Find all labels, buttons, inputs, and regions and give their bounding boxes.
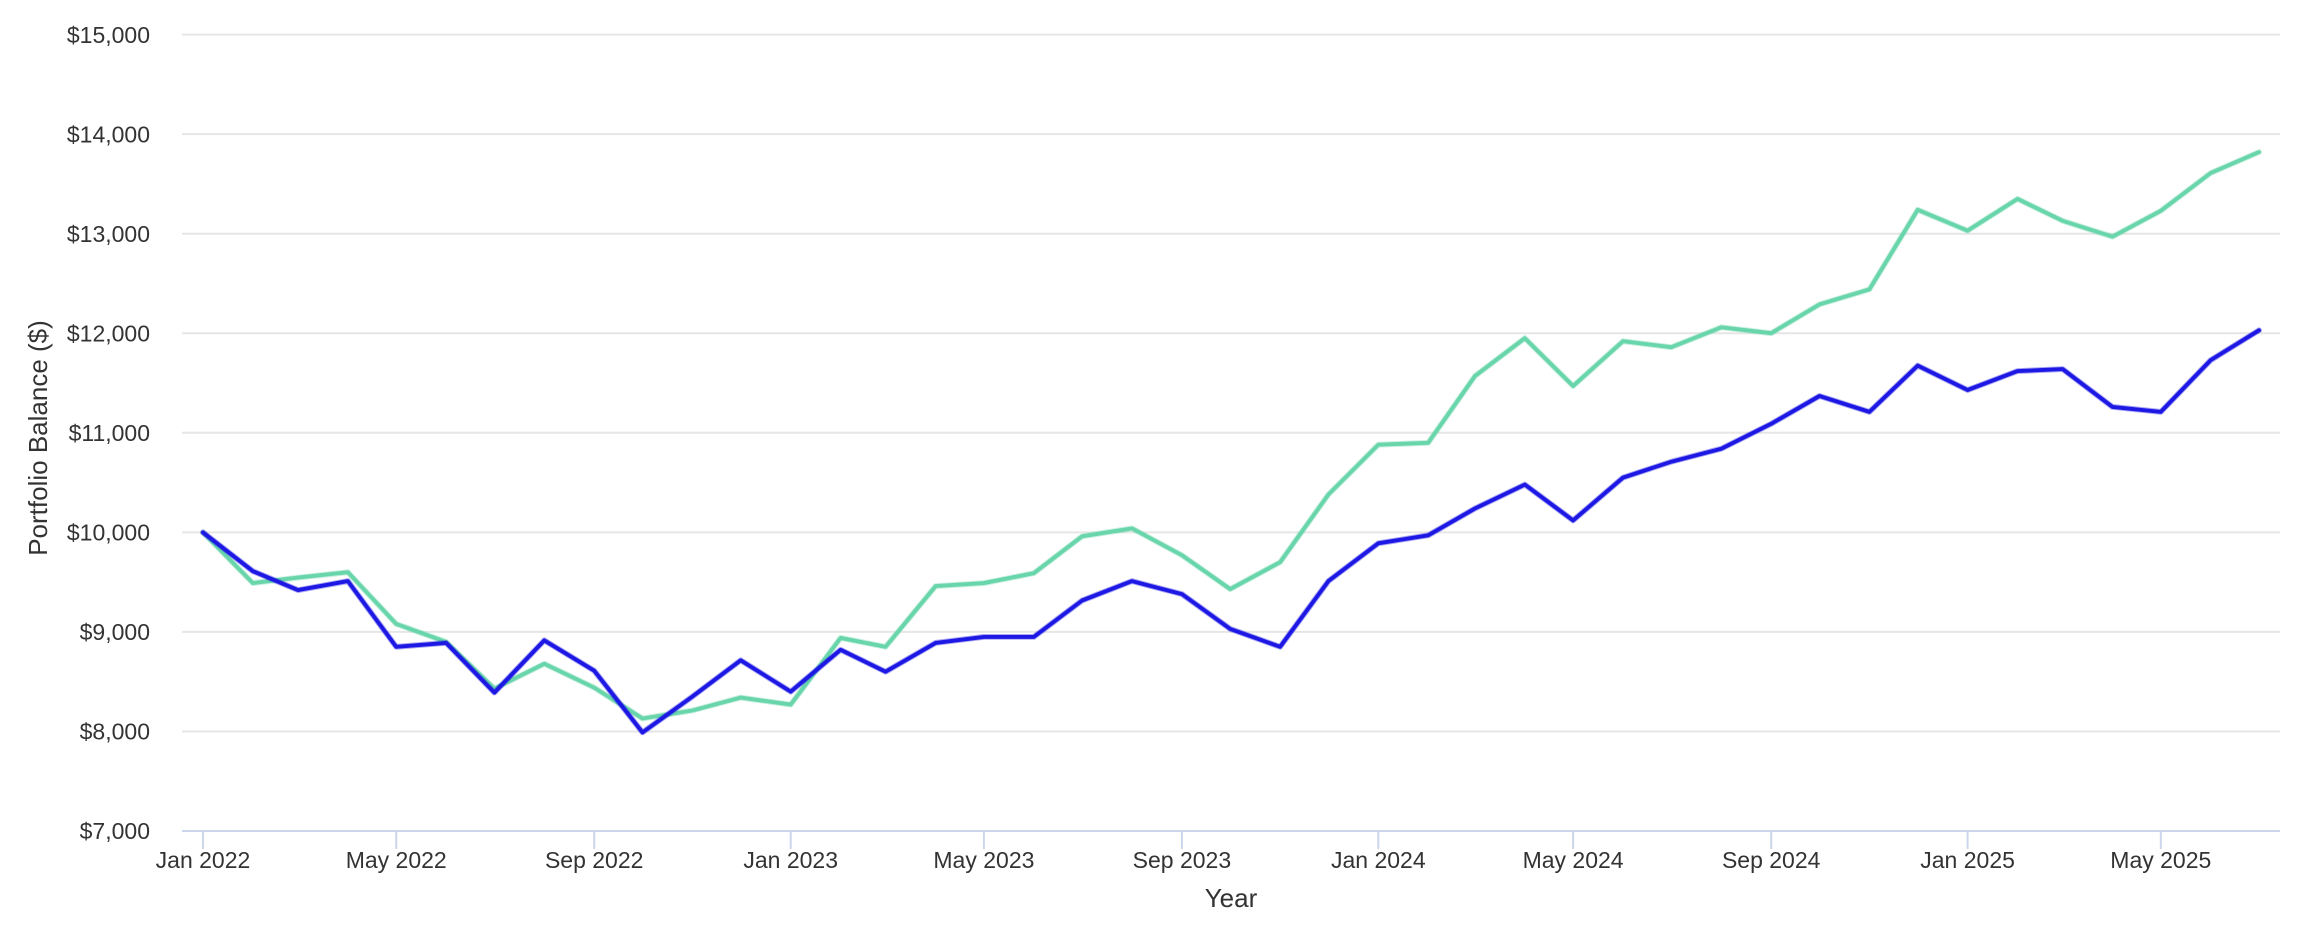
svg-text:Sep 2023: Sep 2023	[1133, 847, 1231, 873]
svg-text:$7,000: $7,000	[80, 818, 150, 844]
svg-text:$12,000: $12,000	[67, 320, 150, 346]
svg-text:Year: Year	[1205, 883, 1258, 913]
svg-text:$13,000: $13,000	[67, 221, 150, 247]
svg-text:Jan 2025: Jan 2025	[1920, 847, 2015, 873]
svg-text:$15,000: $15,000	[67, 22, 150, 48]
svg-text:Jan 2024: Jan 2024	[1331, 847, 1426, 873]
svg-text:$10,000: $10,000	[67, 520, 150, 546]
svg-text:Jan 2022: Jan 2022	[156, 847, 251, 873]
svg-text:Jan 2023: Jan 2023	[743, 847, 838, 873]
svg-text:May 2024: May 2024	[1523, 847, 1624, 873]
svg-text:May 2022: May 2022	[346, 847, 447, 873]
svg-text:$14,000: $14,000	[67, 121, 150, 147]
svg-text:Sep 2024: Sep 2024	[1722, 847, 1821, 873]
svg-text:May 2023: May 2023	[933, 847, 1034, 873]
svg-text:$11,000: $11,000	[69, 420, 150, 446]
svg-text:$9,000: $9,000	[80, 619, 150, 645]
svg-text:Sep 2022: Sep 2022	[545, 847, 643, 873]
svg-text:May 2025: May 2025	[2110, 847, 2211, 873]
svg-text:$8,000: $8,000	[80, 719, 150, 745]
svg-text:Portfolio Balance ($): Portfolio Balance ($)	[23, 320, 53, 556]
